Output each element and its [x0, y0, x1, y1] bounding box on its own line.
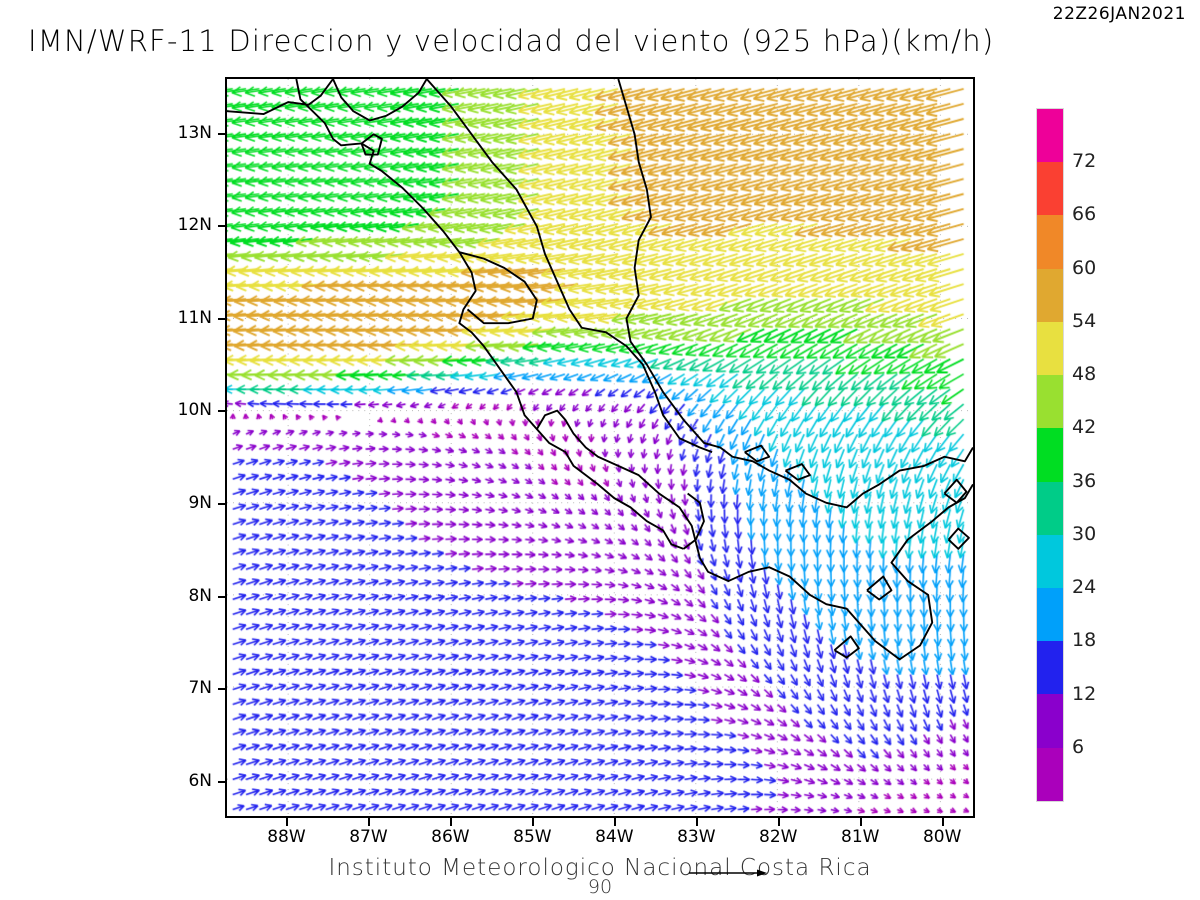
- wind-vector-field: [227, 79, 973, 816]
- coastline-path: [360, 133, 383, 156]
- coastline-path: [536, 428, 684, 550]
- x-axis-tick-87W: 87W: [349, 827, 388, 847]
- colorbar-band: [1037, 428, 1063, 482]
- x-tick-mark: [696, 818, 699, 826]
- colorbar-band: [1037, 587, 1063, 642]
- y-tick-mark: [218, 503, 226, 506]
- x-tick-mark: [368, 818, 371, 826]
- coastline-path: [332, 79, 428, 122]
- institute-credit: Instituto Meteorologico Nacional Costa R…: [328, 855, 872, 881]
- coastline-path: [617, 79, 973, 509]
- x-axis-tick-86W: 86W: [431, 827, 470, 847]
- map-plot-area[interactable]: [225, 77, 975, 818]
- coastline-path: [833, 635, 860, 659]
- coastline-path: [295, 79, 973, 661]
- colorbar-band: [1037, 162, 1063, 216]
- coastline-path: [682, 492, 705, 550]
- x-axis-tick-80W: 80W: [922, 827, 962, 847]
- colorbar-label-18: 18: [1072, 629, 1097, 652]
- colorbar-label-36: 36: [1072, 469, 1097, 492]
- colorbar-band: [1037, 321, 1063, 376]
- x-tick-mark: [860, 818, 863, 826]
- x-axis-tick-85W: 85W: [513, 827, 552, 847]
- colorbar-band: [1037, 694, 1063, 748]
- y-axis-tick-8N: 8N: [188, 585, 212, 606]
- coastline-path: [866, 575, 893, 601]
- y-axis-tick-12N: 12N: [177, 215, 212, 236]
- coastline-path: [459, 251, 538, 325]
- colorbar-band: [1037, 747, 1063, 801]
- x-axis-tick-83W: 83W: [677, 827, 716, 847]
- x-tick-mark: [450, 818, 453, 826]
- coastline-path: [943, 478, 968, 504]
- colorbar-label-24: 24: [1072, 576, 1097, 599]
- y-axis-tick-11N: 11N: [177, 307, 212, 328]
- colorbar-label-66: 66: [1072, 203, 1097, 226]
- colorbar-label-48: 48: [1072, 363, 1097, 386]
- y-axis-tick-6N: 6N: [188, 770, 212, 791]
- colorbar-label-6: 6: [1072, 735, 1085, 758]
- colorbar-label-12: 12: [1072, 682, 1097, 705]
- colorbar-label-60: 60: [1072, 256, 1097, 279]
- page-title: IMN/WRF-11 Direccion y velocidad del vie…: [28, 24, 995, 58]
- reference-vector-value: 90: [587, 876, 613, 898]
- colorbar-band: [1037, 641, 1063, 695]
- coastline-overlay: [227, 79, 973, 661]
- y-tick-mark: [218, 780, 226, 783]
- x-axis-tick-88W: 88W: [267, 827, 306, 847]
- colorbar-band: [1037, 215, 1063, 269]
- colorbar-label-54: 54: [1072, 309, 1097, 332]
- y-tick-mark: [218, 688, 226, 691]
- y-tick-mark: [218, 410, 226, 413]
- y-axis-tick-10N: 10N: [177, 400, 212, 421]
- x-tick-mark: [614, 818, 617, 826]
- y-axis-tick-13N: 13N: [177, 122, 212, 143]
- coastline-path: [744, 444, 771, 463]
- x-tick-mark: [942, 818, 945, 826]
- x-tick-mark: [778, 818, 781, 826]
- x-axis-tick-82W: 82W: [759, 827, 798, 847]
- y-axis-tick-9N: 9N: [188, 493, 212, 514]
- colorbar-band: [1037, 268, 1063, 322]
- colorbar-band: [1037, 109, 1063, 163]
- coastline-path: [784, 463, 811, 481]
- colorbar-label-72: 72: [1072, 150, 1097, 173]
- y-tick-mark: [218, 595, 226, 598]
- colorbar-band: [1037, 534, 1063, 588]
- x-tick-mark: [286, 818, 289, 826]
- y-tick-mark: [218, 132, 226, 135]
- x-axis-tick-84W: 84W: [595, 827, 634, 847]
- colorbar-band: [1037, 481, 1063, 535]
- y-tick-mark: [218, 317, 226, 320]
- colorbar-label-30: 30: [1072, 522, 1097, 545]
- colorbar-label-42: 42: [1072, 416, 1097, 439]
- reference-vector-icon: [689, 869, 767, 877]
- coastline-path: [426, 79, 713, 453]
- colorbar-band: [1037, 375, 1063, 429]
- coastline-path: [227, 79, 334, 115]
- y-axis-tick-7N: 7N: [188, 678, 212, 699]
- forecast-timestamp: 22Z26JAN2021: [1052, 4, 1186, 24]
- x-tick-mark: [532, 818, 535, 826]
- x-axis-tick-81W: 81W: [841, 827, 880, 847]
- y-tick-mark: [218, 225, 226, 228]
- coastline-path: [947, 527, 970, 550]
- speed-colorbar[interactable]: [1036, 108, 1064, 802]
